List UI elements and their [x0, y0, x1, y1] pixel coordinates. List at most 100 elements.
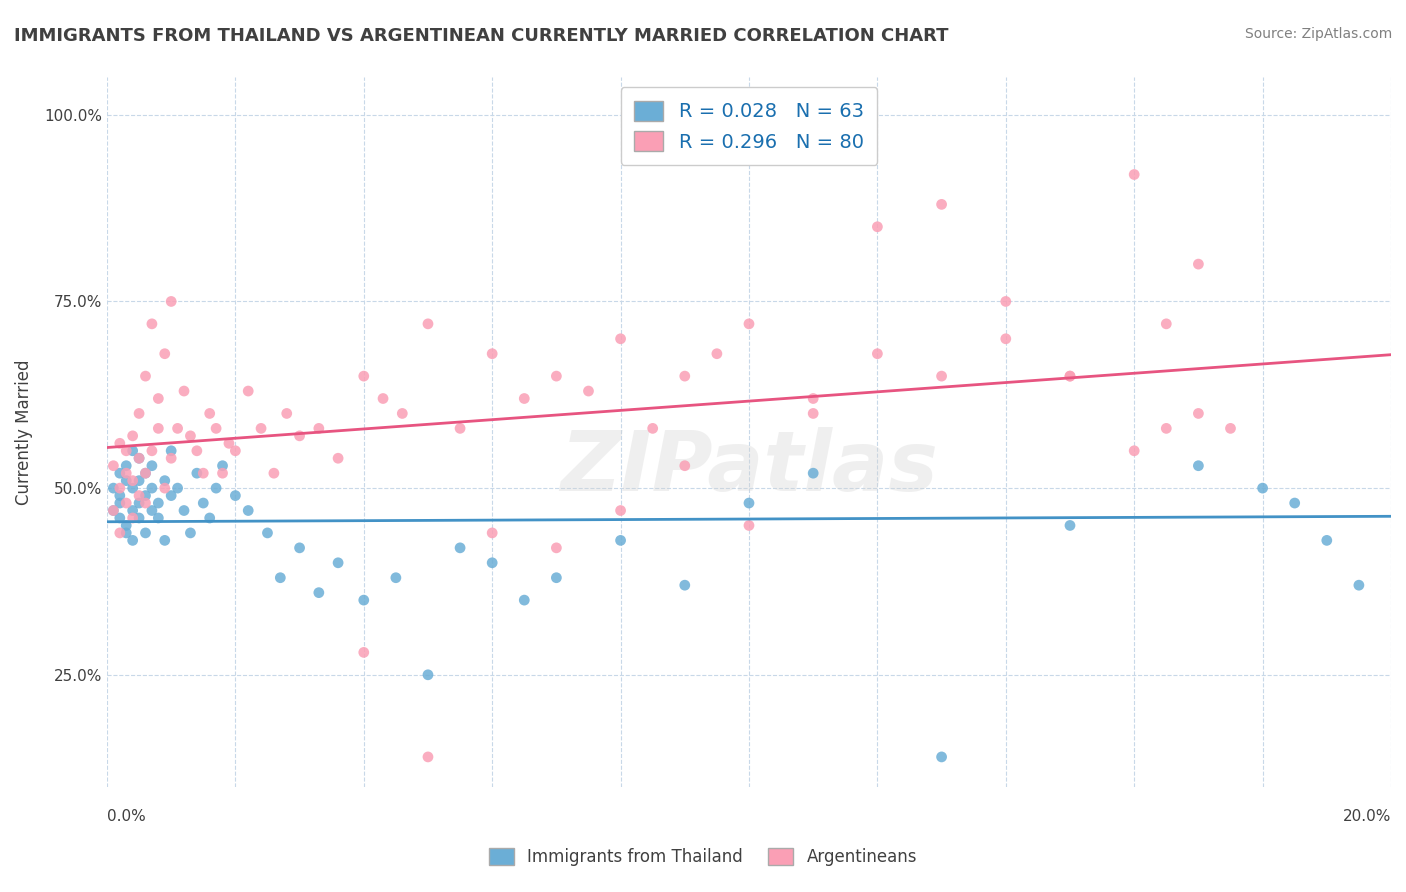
Point [121, 481, 143, 495]
Point [121, 443, 143, 458]
Point [128, 451, 150, 466]
Point [134, 496, 156, 510]
Point [198, 511, 221, 525]
Point [931, 750, 953, 764]
Point [578, 384, 600, 398]
Point [513, 392, 536, 406]
Point [609, 332, 631, 346]
Point [801, 407, 824, 421]
Point [673, 578, 696, 592]
Point [673, 458, 696, 473]
Point [115, 443, 138, 458]
Point [706, 347, 728, 361]
Point [115, 518, 138, 533]
Point [193, 466, 215, 480]
Point [1123, 168, 1146, 182]
Point [160, 294, 183, 309]
Point [141, 443, 163, 458]
Point [416, 317, 439, 331]
Point [449, 541, 471, 555]
Point [416, 667, 439, 681]
Point [994, 332, 1017, 346]
Point [198, 407, 221, 421]
Point [121, 511, 143, 525]
Point [1187, 257, 1209, 271]
Point [308, 585, 330, 599]
Point [128, 451, 150, 466]
Point [153, 481, 176, 495]
Point [238, 384, 260, 398]
Point [179, 429, 201, 443]
Point [108, 466, 131, 480]
Point [224, 443, 246, 458]
Point [134, 369, 156, 384]
Point [641, 421, 664, 435]
Point [108, 481, 131, 495]
Point [385, 571, 408, 585]
Point [546, 571, 568, 585]
Point [166, 481, 188, 495]
Point [1187, 458, 1209, 473]
Point [141, 458, 163, 473]
Point [353, 593, 375, 607]
Point [481, 525, 503, 540]
Point [738, 317, 761, 331]
Point [481, 347, 503, 361]
Y-axis label: Currently Married: Currently Married [15, 359, 32, 505]
Point [108, 496, 131, 510]
Point [288, 541, 311, 555]
Point [186, 466, 208, 480]
Point [1059, 369, 1081, 384]
Point [1187, 407, 1209, 421]
Point [128, 407, 150, 421]
Point [1219, 421, 1241, 435]
Point [211, 466, 233, 480]
Point [128, 474, 150, 488]
Point [224, 489, 246, 503]
Point [173, 503, 195, 517]
Point [153, 533, 176, 548]
Point [218, 436, 240, 450]
Point [148, 511, 170, 525]
Point [121, 474, 143, 488]
Point [1156, 421, 1178, 435]
Point [108, 436, 131, 450]
Point [276, 407, 298, 421]
Point [173, 384, 195, 398]
Point [353, 645, 375, 659]
Point [160, 451, 183, 466]
Point [103, 481, 125, 495]
Point [141, 481, 163, 495]
Point [205, 481, 228, 495]
Legend: R = 0.028   N = 63, R = 0.296   N = 80: R = 0.028 N = 63, R = 0.296 N = 80 [620, 87, 877, 165]
Point [115, 466, 138, 480]
Point [673, 369, 696, 384]
Point [449, 421, 471, 435]
Point [141, 503, 163, 517]
Point [148, 421, 170, 435]
Point [326, 556, 349, 570]
Point [481, 556, 503, 570]
Text: 20.0%: 20.0% [1343, 809, 1391, 824]
Point [108, 511, 131, 525]
Point [1348, 578, 1371, 592]
Point [108, 525, 131, 540]
Point [1123, 443, 1146, 458]
Point [205, 421, 228, 435]
Point [134, 525, 156, 540]
Point [288, 429, 311, 443]
Point [609, 533, 631, 548]
Point [931, 369, 953, 384]
Text: Source: ZipAtlas.com: Source: ZipAtlas.com [1244, 27, 1392, 41]
Point [326, 451, 349, 466]
Point [391, 407, 413, 421]
Point [141, 317, 163, 331]
Point [148, 496, 170, 510]
Point [546, 369, 568, 384]
Point [256, 525, 278, 540]
Point [128, 511, 150, 525]
Point [738, 518, 761, 533]
Point [148, 392, 170, 406]
Text: IMMIGRANTS FROM THAILAND VS ARGENTINEAN CURRENTLY MARRIED CORRELATION CHART: IMMIGRANTS FROM THAILAND VS ARGENTINEAN … [14, 27, 949, 45]
Point [103, 503, 125, 517]
